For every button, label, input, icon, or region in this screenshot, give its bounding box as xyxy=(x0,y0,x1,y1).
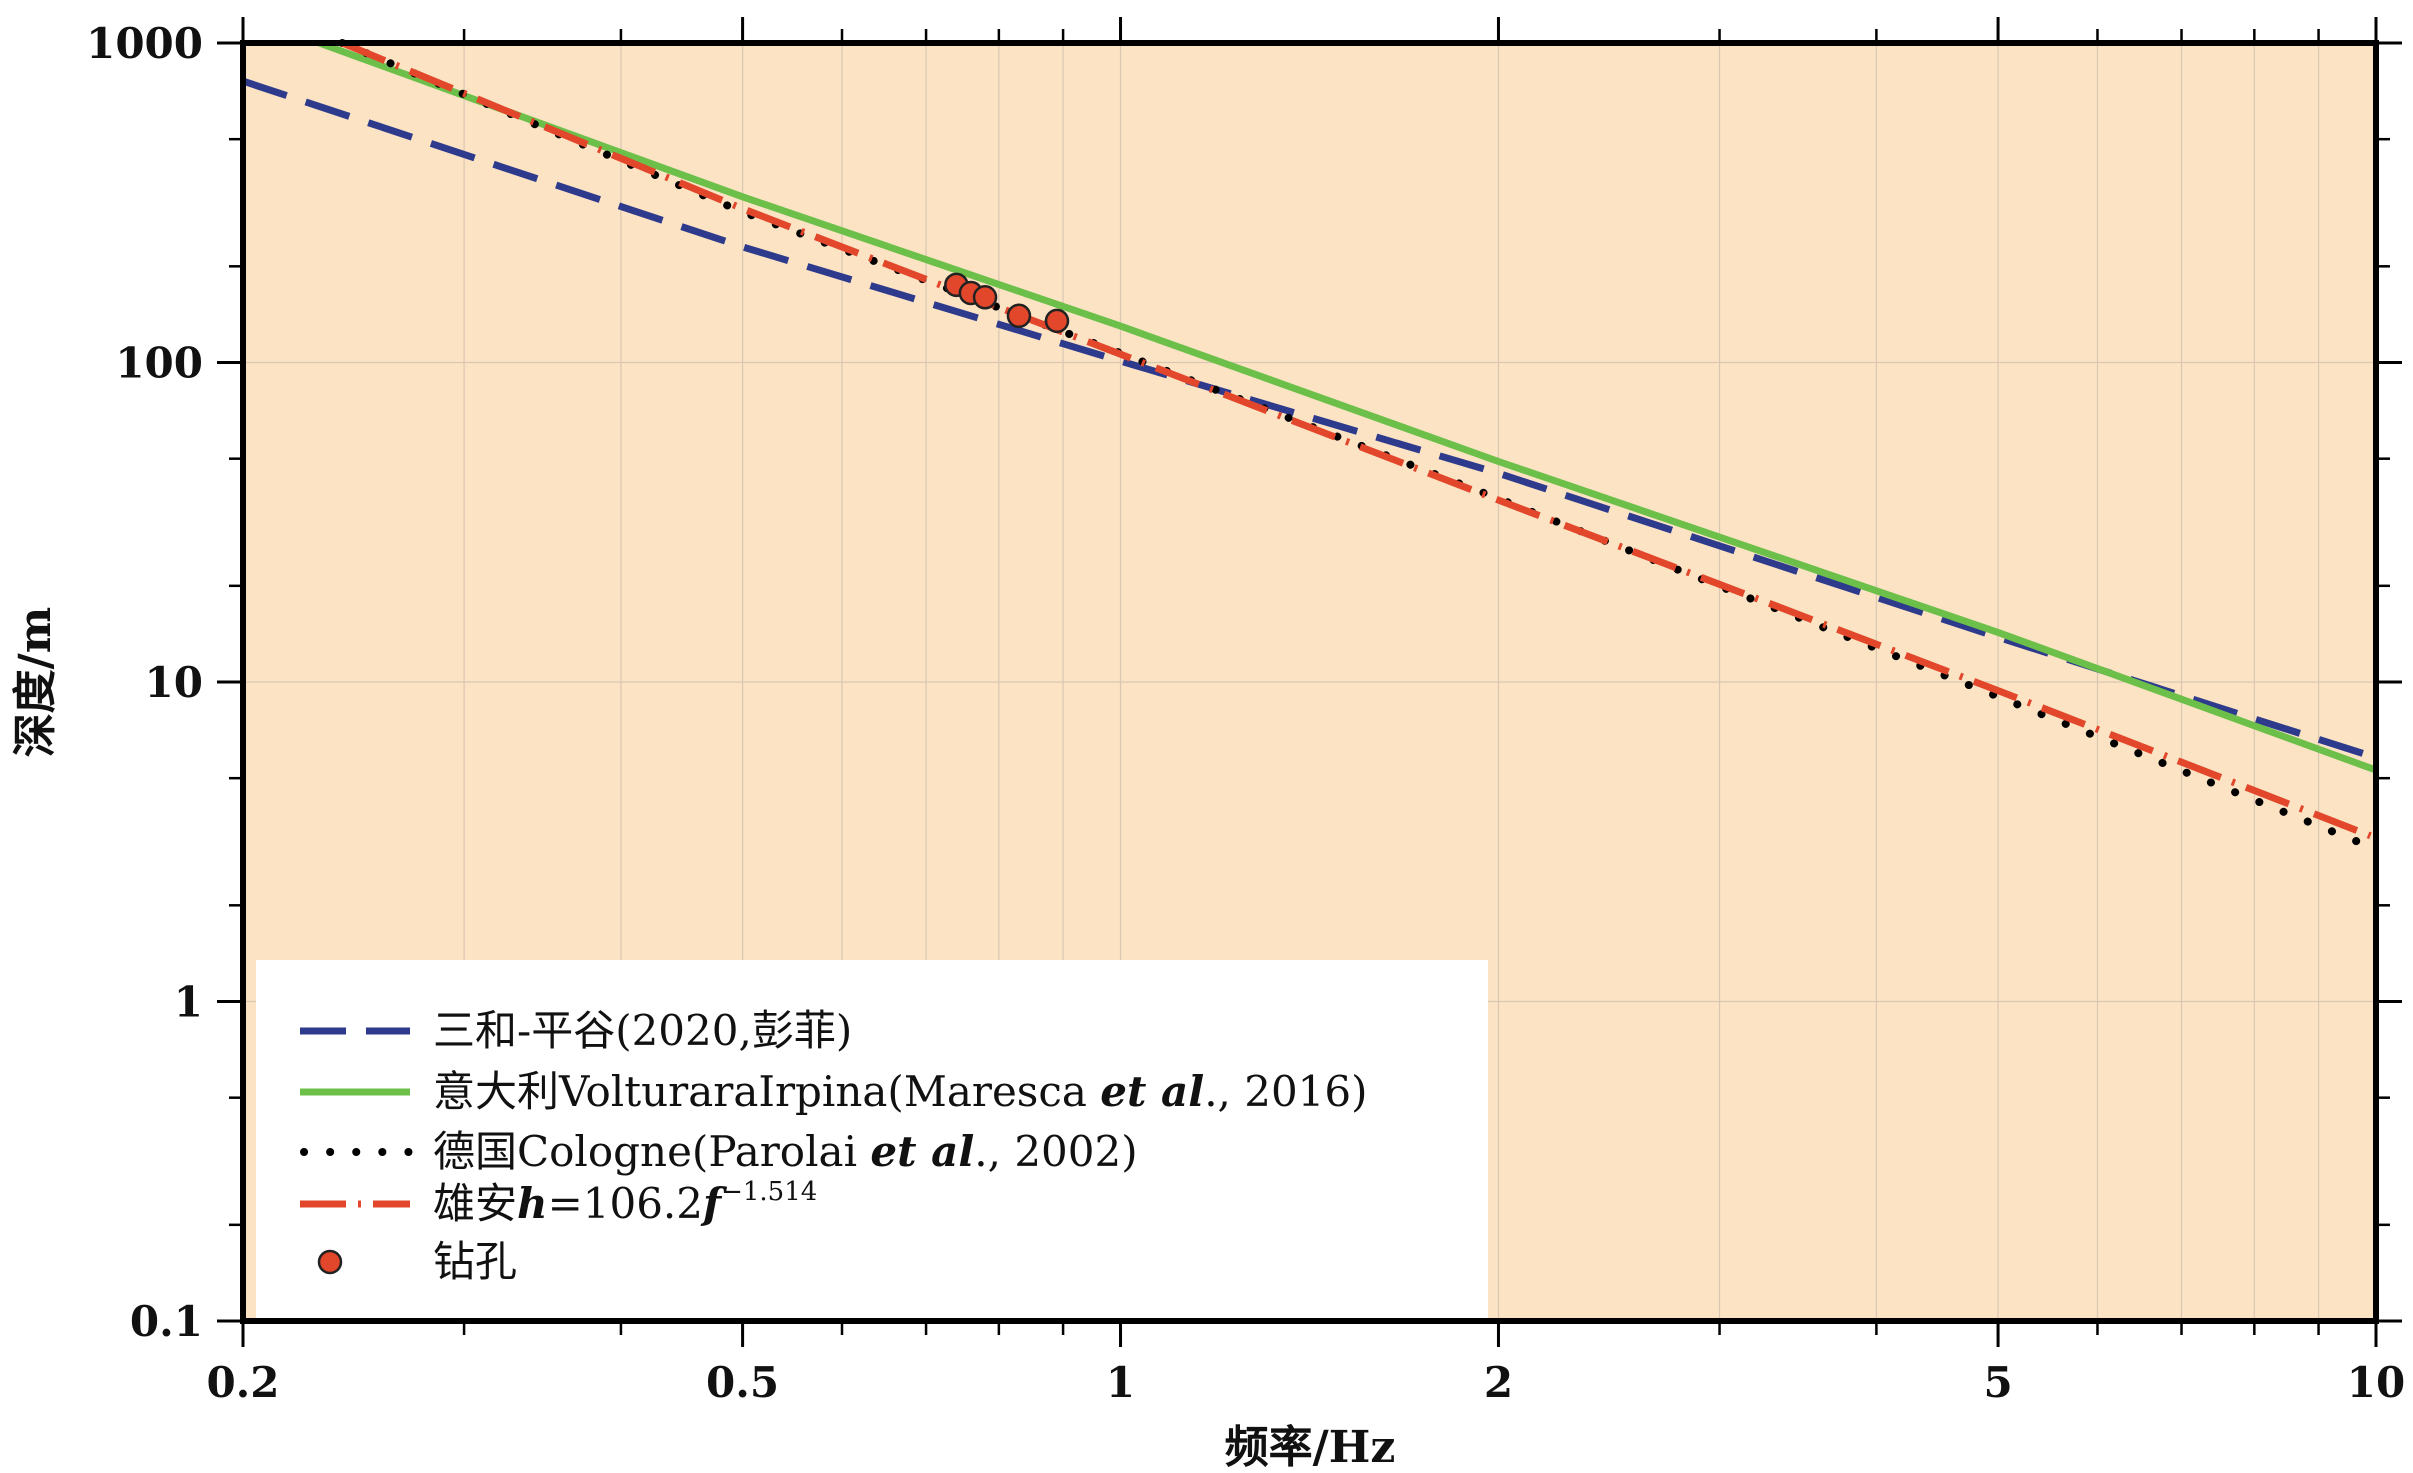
x-tick-label: 10 xyxy=(2347,1358,2405,1407)
y-tick-label: 0.1 xyxy=(130,1297,203,1346)
x-tick-label: 0.5 xyxy=(706,1358,779,1407)
legend-label-italy: 意大利VolturaraIrpina(Maresca et al., 2016) xyxy=(433,1067,1368,1116)
legend-box xyxy=(256,960,1488,1321)
series-layer xyxy=(241,39,2380,854)
legend: 三和-平谷(2020,彭菲) 意大利VolturaraIrpina(Maresc… xyxy=(256,960,1488,1321)
y-tick-label: 1000 xyxy=(86,19,203,68)
y-tick-label: 1 xyxy=(174,978,203,1027)
x-axis-label: 频率/Hz xyxy=(1225,1422,1396,1473)
x-tick-label: 5 xyxy=(1983,1358,2012,1407)
legend-swatch-borehole xyxy=(317,1249,343,1275)
x-tick-label: 2 xyxy=(1484,1358,1513,1407)
legend-label-xiongan: 雄安h=106.2f−1.514 xyxy=(433,1177,817,1228)
x-tick-label: 0.2 xyxy=(206,1358,279,1407)
y-tick-label: 10 xyxy=(145,658,203,707)
series-line-italy xyxy=(318,39,2378,774)
borehole-point xyxy=(972,285,998,310)
borehole-point xyxy=(1044,308,1070,334)
series-line-xiongan xyxy=(341,39,2372,840)
legend-label-sanhe: 三和-平谷(2020,彭菲) xyxy=(433,1006,852,1055)
y-axis-label: 深度/m xyxy=(10,607,61,758)
tick-labels: 0.2 0.5 1 2 5 10 0.1 1 10 100 1000 xyxy=(86,19,2405,1407)
borehole-point xyxy=(1006,303,1032,329)
x-tick-label: 1 xyxy=(1106,1358,1135,1407)
borehole-markers xyxy=(944,272,1070,334)
y-tick-label: 100 xyxy=(115,339,203,388)
legend-label-borehole: 钻孔 xyxy=(433,1237,517,1286)
legend-label-germany: 德国Cologne(Parolai et al., 2002) xyxy=(433,1127,1138,1176)
plot-frame xyxy=(240,40,2379,1324)
series-line-sanhe xyxy=(241,77,2378,761)
grid xyxy=(243,43,2376,1321)
